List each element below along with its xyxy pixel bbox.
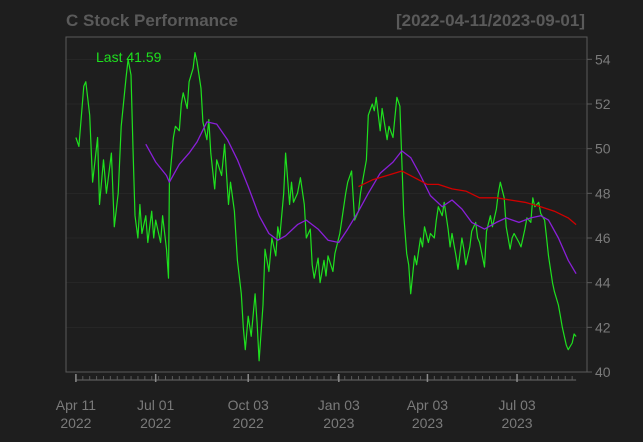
x-tick-year: 2022 — [233, 415, 264, 431]
series-layer — [75, 52, 577, 362]
chart-title: C Stock Performance — [66, 11, 238, 30]
series-line-ma_long — [358, 170, 577, 226]
grid-lines — [66, 58, 587, 373]
x-tick-label: Apr 03 — [407, 397, 448, 413]
x-tick-label: Apr 11 — [56, 397, 96, 413]
x-tick-label: Jan 03 — [318, 397, 360, 413]
y-tick-label: 40 — [595, 364, 611, 380]
date-range-label: [2022-04-11/2023-09-01] — [396, 11, 585, 30]
x-tick-year: 2023 — [323, 415, 354, 431]
x-tick-label: Oct 03 — [228, 397, 269, 413]
x-tick-year: 2023 — [412, 415, 443, 431]
y-tick-label: 50 — [595, 141, 611, 157]
plot-frame — [65, 36, 588, 373]
x-tick-label: Jul 01 — [137, 397, 175, 413]
x-tick-label: Jul 03 — [498, 397, 536, 413]
y-tick-label: 44 — [595, 275, 611, 291]
series-line-ma_short — [145, 121, 577, 275]
last-price-label: Last 41.59 — [96, 49, 162, 65]
y-tick-label: 54 — [595, 51, 611, 67]
x-tick-year: 2022 — [140, 415, 171, 431]
y-tick-label: 48 — [595, 185, 611, 201]
y-tick-label: 52 — [595, 96, 611, 112]
x-tick-year: 2022 — [60, 415, 91, 431]
y-axis: 40 42 44 46 48 50 52 54 — [587, 51, 611, 380]
y-tick-label: 46 — [595, 230, 611, 246]
x-axis: Apr 11 2022 Jul 01 2022 Oct 03 2022 Jan 03 2023… — [56, 374, 577, 431]
series-line-price — [75, 52, 577, 362]
x-tick-year: 2023 — [501, 415, 532, 431]
y-tick-label: 42 — [595, 319, 611, 335]
